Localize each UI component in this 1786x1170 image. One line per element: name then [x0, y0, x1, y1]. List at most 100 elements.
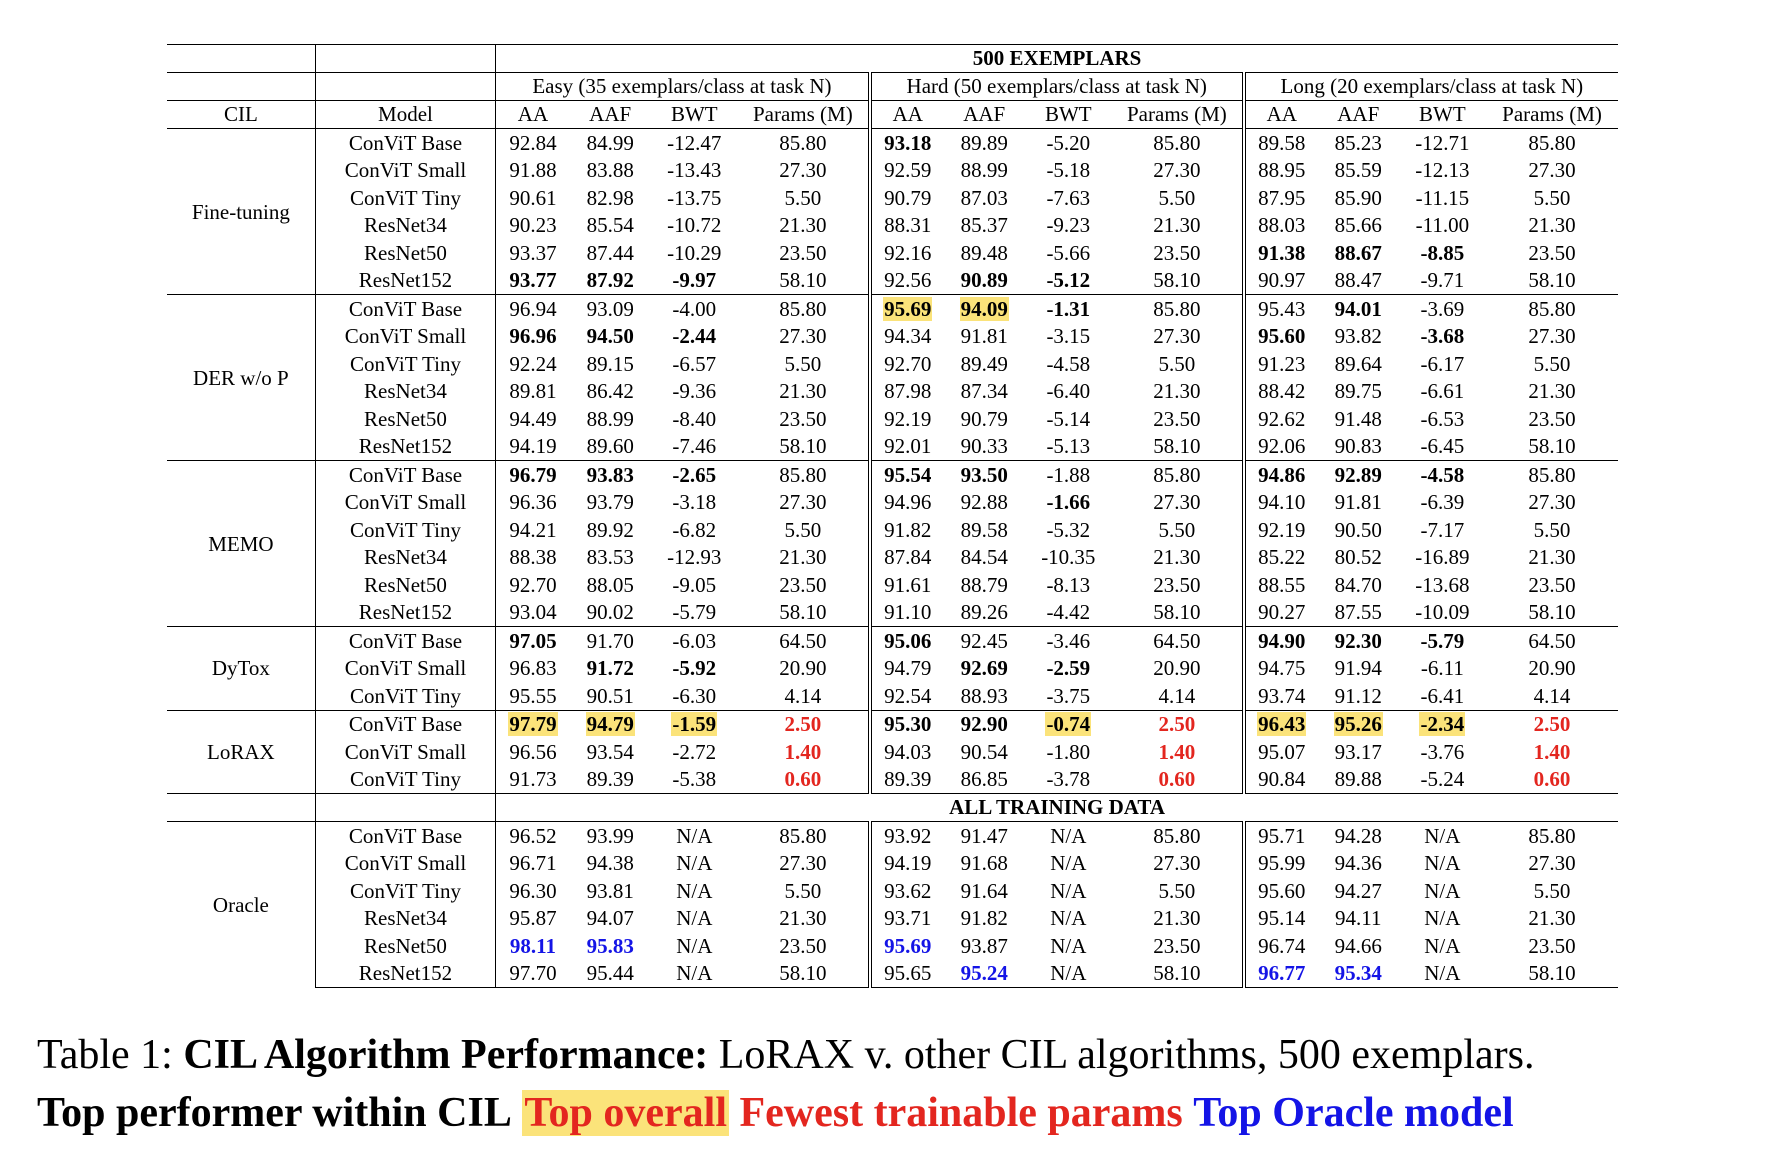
cell-value: 85.23	[1334, 130, 1382, 155]
cell-value: 2.50	[1158, 712, 1196, 737]
table-cell: 92.88	[944, 489, 1025, 517]
caption-line-2: Top performer within CIL Top overall Few…	[37, 1084, 1757, 1142]
table-cell: 89.49	[944, 350, 1025, 378]
table-cell: -1.80	[1025, 738, 1112, 766]
table-cell: 97.70	[495, 959, 570, 988]
cell-value: 91.64	[960, 878, 1008, 903]
table-cell: 5.50	[738, 350, 870, 378]
table-cell: 95.60	[1241, 322, 1318, 350]
table-cell: -5.20	[1025, 129, 1112, 157]
cell-value: 94.28	[1334, 823, 1382, 848]
cell-value: 91.47	[960, 823, 1008, 848]
table-cell: 91.94	[1318, 655, 1399, 683]
table-cell: 85.80	[738, 294, 870, 323]
header-empty-model	[314, 793, 496, 822]
table-cell: 64.50	[738, 626, 870, 655]
cell-value: 21.30	[1153, 379, 1201, 404]
cell-value: 90.33	[960, 434, 1008, 459]
metric-header: AAF	[569, 100, 651, 129]
table-cell: 92.30	[1317, 626, 1399, 655]
table-cell: 58.10	[1112, 433, 1244, 461]
cell-value: 95.07	[1258, 739, 1306, 764]
table-cell: -7.63	[1025, 184, 1112, 212]
table-cell: 96.96	[495, 322, 570, 350]
cell-value: 58.10	[779, 434, 827, 459]
table-cell: 90.84	[1241, 765, 1318, 794]
table-cell: -1.66	[1025, 489, 1112, 517]
cell-value: 88.55	[1258, 572, 1306, 597]
cell-value: N/A	[676, 933, 713, 958]
cell-value: 96.56	[509, 739, 557, 764]
cell-value: 23.50	[779, 240, 827, 265]
table-cell: 5.50	[1112, 184, 1244, 212]
table-cell: 92.06	[1241, 432, 1318, 461]
model-name: ConViT Base	[314, 294, 496, 323]
cell-value: 92.19	[1258, 517, 1306, 542]
table-cell: -5.13	[1025, 433, 1112, 461]
model-name: ConViT Base	[314, 709, 496, 738]
cell-value: 89.58	[1258, 130, 1306, 155]
cell-value: 94.79	[884, 656, 932, 681]
table-cell: 89.81	[495, 377, 570, 405]
header-empty-model	[314, 44, 496, 73]
cell-value: 93.54	[586, 739, 634, 764]
section-title-exemplars: 500 EXEMPLARS	[495, 44, 1618, 73]
table-cell: 85.80	[1112, 129, 1244, 157]
cell-value: 91.82	[884, 517, 932, 542]
cell-value: 21.30	[1528, 906, 1576, 931]
table-cell: 96.71	[495, 849, 570, 877]
table-cell: 23.50	[738, 405, 870, 433]
cell-value: 88.31	[884, 213, 932, 238]
table-cell: 23.50	[738, 571, 870, 599]
table-cell: -6.30	[651, 682, 738, 710]
table-cell: 85.80	[1486, 294, 1618, 323]
cell-value: -5.66	[1046, 240, 1091, 265]
table-row: ConViT Small 96.36 93.79 -3.18 27.30 94.96 92.…	[167, 488, 1618, 517]
cell-value: 89.64	[1334, 351, 1382, 376]
table-cell: 83.88	[570, 157, 651, 185]
cell-value: -8.85	[1420, 240, 1465, 265]
cell-value: 93.17	[1334, 739, 1382, 764]
table-cell: 92.19	[1241, 516, 1318, 544]
cell-value: N/A	[676, 961, 713, 986]
cell-value: 93.81	[586, 878, 634, 903]
table-cell: -5.66	[1025, 239, 1112, 267]
cell-value: 0.60	[1533, 767, 1571, 792]
cell-value: 93.37	[509, 240, 557, 265]
table-cell: 88.38	[495, 543, 570, 571]
table-cell: 5.50	[1112, 350, 1244, 378]
table-cell: 95.14	[1241, 904, 1318, 932]
table-cell: 21.30	[1112, 378, 1244, 406]
cell-value: 64.50	[779, 628, 827, 653]
table-cell: 87.55	[1318, 599, 1399, 627]
cell-value: 94.09	[959, 296, 1009, 321]
table-cell: 91.64	[944, 877, 1025, 905]
cell-value: -9.97	[672, 268, 717, 293]
table-cell: 88.79	[944, 571, 1025, 599]
cil-name: MEMO	[167, 460, 316, 627]
cell-value: 94.38	[586, 851, 634, 876]
cell-value: 88.67	[1334, 240, 1382, 265]
cell-value: 5.50	[1533, 878, 1571, 903]
table-cell: -2.44	[651, 323, 738, 351]
table-cell: 85.80	[738, 460, 870, 489]
cell-value: 93.83	[586, 462, 634, 487]
table-cell: 94.90	[1241, 626, 1318, 655]
table-cell: 92.89	[1317, 460, 1399, 489]
table-cell: 90.61	[495, 184, 570, 212]
cell-value: N/A	[1424, 906, 1461, 931]
table-cell: 21.30	[738, 378, 870, 406]
table-cell: 94.27	[1318, 877, 1399, 905]
cell-value: 90.79	[960, 406, 1008, 431]
model-name: ResNet152	[314, 432, 496, 461]
table-cell: -13.43	[651, 157, 738, 185]
cell-value: 1.40	[1158, 739, 1196, 764]
table-cell: N/A	[1025, 877, 1112, 905]
cell-value: 91.81	[960, 324, 1008, 349]
cell-value: 23.50	[1528, 406, 1576, 431]
cell-value: 91.70	[586, 628, 634, 653]
cell-value: -2.34	[1419, 712, 1466, 737]
cell-value: 58.10	[1153, 434, 1201, 459]
table-cell: -2.72	[651, 738, 738, 766]
table-cell: 23.50	[1112, 405, 1244, 433]
